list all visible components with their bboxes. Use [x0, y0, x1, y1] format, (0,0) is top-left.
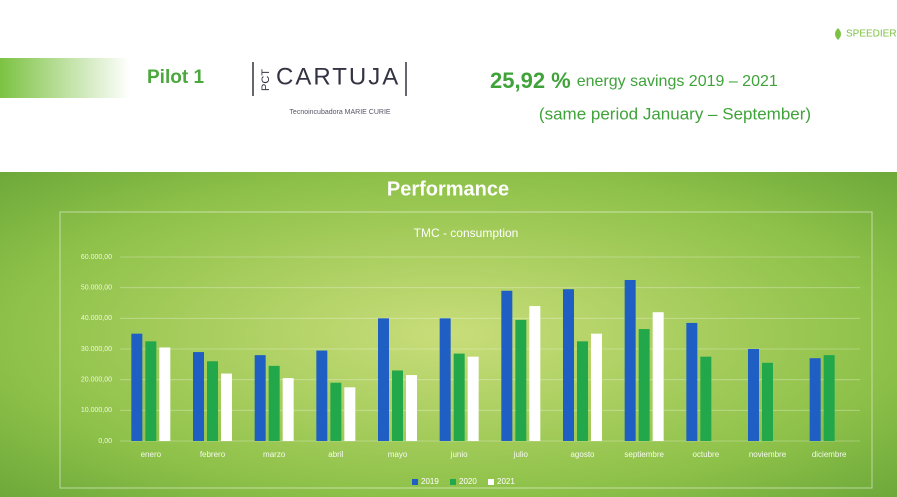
bar	[440, 318, 451, 441]
legend-swatch	[450, 479, 456, 485]
accent-bar	[0, 58, 130, 98]
bar	[159, 347, 170, 441]
period: (same period January – September)	[539, 104, 811, 123]
y-tick-label: 30.000,00	[81, 346, 112, 353]
legend-swatch	[412, 479, 418, 485]
x-tick-label: junio	[450, 450, 468, 459]
x-tick-label: agosto	[570, 450, 595, 459]
pilot-label: Pilot 1	[147, 67, 204, 88]
legend-label: 2021	[497, 477, 515, 486]
bar	[468, 357, 479, 441]
bar	[529, 306, 540, 441]
bar	[563, 289, 574, 441]
bar	[700, 357, 711, 441]
bar	[515, 320, 526, 441]
bar	[625, 280, 636, 441]
y-tick-label: 0,00	[98, 438, 112, 445]
x-tick-label: febrero	[200, 450, 226, 459]
slide: SPEEDIER Pilot 1 PCT CARTUJA Tecnoincuba…	[0, 0, 897, 497]
bar	[686, 323, 697, 441]
bar	[269, 366, 280, 441]
bar	[591, 334, 602, 441]
logo-prefix: PCT	[260, 69, 272, 91]
bar	[193, 352, 204, 441]
legend-label: 2019	[421, 477, 439, 486]
bar	[316, 351, 327, 441]
bar	[378, 318, 389, 441]
bar	[653, 312, 664, 441]
x-tick-label: septiembre	[624, 450, 664, 459]
x-tick-label: diciembre	[812, 450, 847, 459]
bar	[501, 291, 512, 441]
bar	[145, 341, 156, 441]
bar	[131, 334, 142, 441]
y-tick-label: 10.000,00	[81, 407, 112, 414]
bar	[330, 383, 341, 441]
savings-text: energy savings 2019 – 2021	[577, 73, 778, 90]
y-tick-label: 20.000,00	[81, 377, 112, 384]
bar	[748, 349, 759, 441]
legend-label: 2020	[459, 477, 477, 486]
bar	[406, 375, 417, 441]
x-tick-label: enero	[141, 450, 162, 459]
x-tick-label: noviembre	[749, 450, 787, 459]
bar	[810, 358, 821, 441]
x-tick-label: marzo	[263, 450, 286, 459]
bar	[762, 363, 773, 441]
bar	[577, 341, 588, 441]
bar	[344, 387, 355, 441]
bar	[824, 355, 835, 441]
chart-title: TMC - consumption	[414, 226, 519, 240]
bar	[255, 355, 266, 441]
y-tick-label: 60.000,00	[81, 254, 112, 261]
y-tick-label: 40.000,00	[81, 315, 112, 322]
bar	[454, 354, 465, 441]
bar	[207, 361, 218, 441]
brand: SPEEDIER	[846, 29, 897, 40]
bar	[283, 378, 294, 441]
legend-swatch	[488, 479, 494, 485]
bar	[392, 370, 403, 441]
bar	[639, 329, 650, 441]
logo-name: CARTUJA	[276, 63, 400, 90]
x-tick-label: octubre	[692, 450, 719, 459]
logo-subtitle: Tecnoincubadora MARIE CURIE	[289, 109, 390, 116]
section-title: Performance	[387, 178, 509, 200]
x-tick-label: abril	[328, 450, 343, 459]
x-tick-label: julio	[513, 450, 529, 459]
y-tick-label: 50.000,00	[81, 285, 112, 292]
savings-value: 25,92 %	[490, 68, 571, 93]
x-tick-label: mayo	[388, 450, 408, 459]
bar	[221, 374, 232, 441]
